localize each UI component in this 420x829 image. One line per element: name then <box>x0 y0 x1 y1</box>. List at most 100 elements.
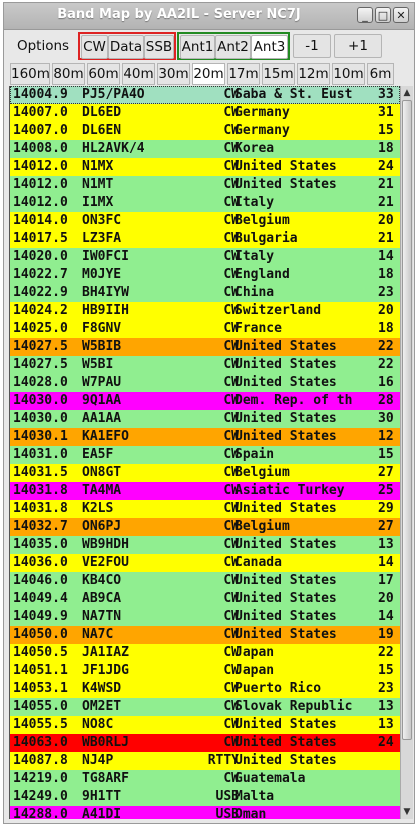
spot-row[interactable]: 14022.9 BH4IYW CW China 23 <box>10 284 400 302</box>
spot-mode: CW <box>223 717 239 732</box>
spot-row[interactable]: 14014.0 ON3FC CW Belgium 20 <box>10 212 400 230</box>
spot-callsign: IW0FCI <box>82 249 129 264</box>
mode-cw-button[interactable]: CW <box>81 35 108 59</box>
band-6m-button[interactable]: 6m <box>367 63 394 85</box>
spot-country: United States <box>235 591 337 606</box>
antenna-2-button[interactable]: Ant2 <box>215 35 251 59</box>
scroll-down-icon[interactable]: ▼ <box>403 807 411 817</box>
spot-row[interactable]: 14024.2 HB9IIH CW Switzerland 20 <box>10 302 400 320</box>
close-icon[interactable]: ✕ <box>393 7 409 23</box>
window-title: Band Map by AA2IL - Server NC7J <box>57 7 301 22</box>
spot-row[interactable]: 14053.1 K4WSD CW Puerto Rico 23 <box>10 680 400 698</box>
spot-row[interactable]: 14049.4 AB9CA CW United States 20 <box>10 590 400 608</box>
spot-row[interactable]: 14020.0 IW0FCI CW Italy 14 <box>10 248 400 266</box>
spot-row[interactable]: 14049.9 NA7TN CW United States 14 <box>10 608 400 626</box>
mode-ssb-button[interactable]: SSB <box>144 35 174 59</box>
spot-callsign: AB9CA <box>82 591 122 606</box>
spot-country: Dem. Rep. of th <box>235 393 353 408</box>
spot-mode: CW <box>223 429 239 444</box>
spot-callsign: NJ4P <box>82 753 114 768</box>
spot-callsign: JF1JDG <box>82 663 129 678</box>
spot-row[interactable]: 14022.7 M0JYE CW England 18 <box>10 266 400 284</box>
spot-row[interactable]: 14004.9 PJ5/PA4O CW Saba & St. Eust 33 <box>10 86 400 104</box>
spot-row[interactable]: 14007.0 DL6EN CW Germany 15 <box>10 122 400 140</box>
spot-row[interactable]: 14036.0 VE2FOU CW Canada 14 <box>10 554 400 572</box>
band-selector: 160m 80m 60m 40m 30m 20m 17m 15m 12m 10m 6m <box>4 63 414 85</box>
spot-country: China <box>235 285 275 300</box>
minus-one-button[interactable]: -1 <box>293 34 331 58</box>
spot-row[interactable]: 14219.0 TG8ARF CW Guatemala <box>10 770 400 788</box>
band-60m-button[interactable]: 60m <box>87 63 120 85</box>
spot-row[interactable]: 14032.7 ON6PJ CW Belgium 27 <box>10 518 400 536</box>
spot-count: 25 <box>378 483 394 498</box>
spot-row[interactable]: 14031.8 K2LS CW United States 29 <box>10 500 400 518</box>
spot-list[interactable]: 14004.9 PJ5/PA4O CW Saba & St. Eust 33 14007.… <box>9 86 400 819</box>
spot-frequency: 14012.0 <box>13 177 68 192</box>
spot-row[interactable]: 14087.8 NJ4P RTTY United States <box>10 752 400 770</box>
spot-country: Germany <box>235 123 290 138</box>
spot-row[interactable]: 14027.5 W5BI CW United States 22 <box>10 356 400 374</box>
band-80m-button[interactable]: 80m <box>52 63 85 85</box>
spot-frequency: 14035.0 <box>13 537 68 552</box>
spot-row[interactable]: 14027.5 W5BIB CW United States 22 <box>10 338 400 356</box>
band-160m-button[interactable]: 160m <box>10 63 50 85</box>
spot-callsign: NA7TN <box>82 609 122 624</box>
options-button[interactable]: Options <box>16 38 70 54</box>
spot-row[interactable]: 14031.5 ON8GT CW Belgium 27 <box>10 464 400 482</box>
vertical-scrollbar[interactable]: ▲ ▼ <box>400 86 413 819</box>
plus-one-button[interactable]: +1 <box>334 34 382 58</box>
band-30m-button[interactable]: 30m <box>157 63 190 85</box>
spot-row[interactable]: 14063.0 WB0RLJ CW United States 24 <box>10 734 400 752</box>
band-20m-button[interactable]: 20m <box>192 63 225 85</box>
band-15m-button[interactable]: 15m <box>262 63 295 85</box>
spot-callsign: KA1EFO <box>82 429 129 444</box>
spot-frequency: 14031.8 <box>13 501 68 516</box>
band-17m-button[interactable]: 17m <box>227 63 260 85</box>
spot-mode: CW <box>223 375 239 390</box>
spot-row[interactable]: 14012.0 I1MX CW Italy 21 <box>10 194 400 212</box>
spot-mode: CW <box>223 501 239 516</box>
spot-callsign: W7PAU <box>82 375 122 390</box>
band-40m-button[interactable]: 40m <box>122 63 155 85</box>
spot-row[interactable]: 14031.0 EA5F CW Spain 15 <box>10 446 400 464</box>
spot-row[interactable]: 14050.5 JA1IAZ CW Japan 22 <box>10 644 400 662</box>
spot-count: 33 <box>378 87 394 102</box>
scroll-up-icon[interactable]: ▲ <box>403 88 411 98</box>
spot-count: 21 <box>378 231 394 246</box>
maximize-icon[interactable]: □ <box>375 7 391 23</box>
spot-row[interactable]: 14249.0 9H1TT USB Malta <box>10 788 400 806</box>
spot-row[interactable]: 14012.0 N1MT CW United States 21 <box>10 176 400 194</box>
spot-row[interactable]: 14017.5 LZ3FA CW Bulgaria 21 <box>10 230 400 248</box>
spot-row[interactable]: 14050.0 NA7C CW United States 19 <box>10 626 400 644</box>
scrollbar-thumb[interactable] <box>402 100 412 740</box>
spot-frequency: 14007.0 <box>13 105 68 120</box>
spot-row[interactable]: 14012.0 N1MX CW United States 24 <box>10 158 400 176</box>
spot-row[interactable]: 14030.0 AA1AA CW United States 30 <box>10 410 400 428</box>
spot-row[interactable]: 14035.0 WB9HDH CW United States 13 <box>10 536 400 554</box>
spot-row[interactable]: 14025.0 F8GNV CW France 18 <box>10 320 400 338</box>
spot-row[interactable]: 14051.1 JF1JDG CW Japan 15 <box>10 662 400 680</box>
spot-country: Germany <box>235 105 290 120</box>
spot-row[interactable]: 14055.0 OM2ET CW Slovak Republic 13 <box>10 698 400 716</box>
band-10m-button[interactable]: 10m <box>332 63 365 85</box>
spot-frequency: 14004.9 <box>13 87 68 102</box>
spot-row[interactable]: 14007.0 DL6ED CW Germany 31 <box>10 104 400 122</box>
mode-data-button[interactable]: Data <box>108 35 144 59</box>
spot-row[interactable]: 14030.0 9Q1AA CW Dem. Rep. of th 28 <box>10 392 400 410</box>
spot-count: 27 <box>378 465 394 480</box>
spot-row[interactable]: 14008.0 HL2AVK/4 CW Korea 18 <box>10 140 400 158</box>
antenna-3-button[interactable]: Ant3 <box>251 35 288 59</box>
antenna-1-button[interactable]: Ant1 <box>180 35 215 59</box>
band-12m-button[interactable]: 12m <box>297 63 330 85</box>
spot-mode: CW <box>223 663 239 678</box>
spot-row[interactable]: 14028.0 W7PAU CW United States 16 <box>10 374 400 392</box>
spot-row[interactable]: 14046.0 KB4CO CW United States 17 <box>10 572 400 590</box>
title-bar[interactable]: Band Map by AA2IL - Server NC7J _ □ ✕ <box>4 3 414 30</box>
minimize-icon[interactable]: _ <box>357 7 373 23</box>
spot-row[interactable]: 14030.1 KA1EFO CW United States 12 <box>10 428 400 446</box>
spot-row[interactable]: 14288.0 A41DI USB Oman <box>10 806 400 819</box>
spot-count: 14 <box>378 249 394 264</box>
spot-row[interactable]: 14031.8 TA4MA CW Asiatic Turkey 25 <box>10 482 400 500</box>
spot-row[interactable]: 14055.5 NO8C CW United States 13 <box>10 716 400 734</box>
spot-frequency: 14087.8 <box>13 753 68 768</box>
